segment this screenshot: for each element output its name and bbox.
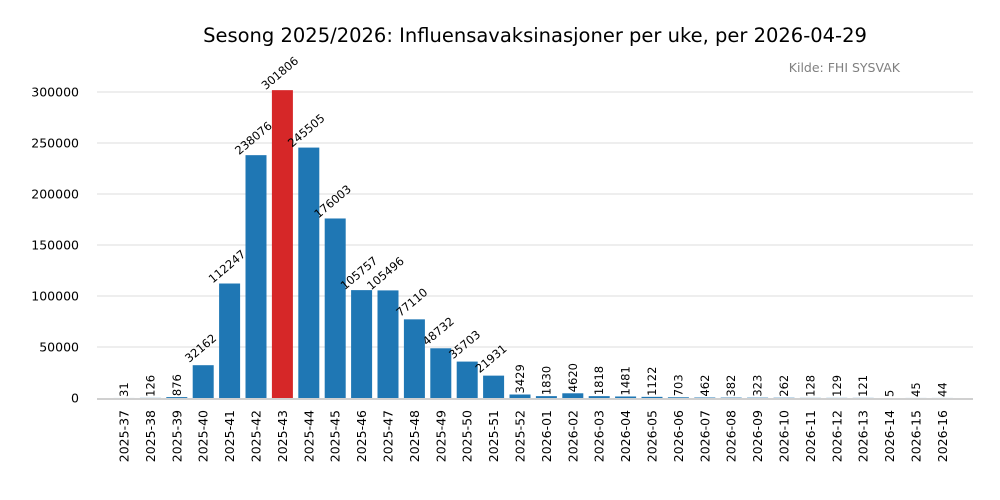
bar-2025-49 [430, 348, 452, 398]
x-tick-label: 2026-12 [829, 410, 844, 462]
bar-2025-48 [403, 319, 425, 398]
x-tick-label: 2026-01 [539, 410, 554, 462]
value-label: 48732 [420, 314, 457, 348]
value-label: 3429 [513, 364, 527, 393]
x-tick-label: 2026-03 [592, 410, 607, 462]
x-tick-label: 2026-06 [671, 410, 686, 462]
bar-2025-40 [192, 365, 214, 398]
value-label: 129 [830, 375, 844, 397]
x-tick-label: 2025-38 [143, 410, 158, 462]
gridlines [97, 91, 973, 348]
bar-2026-05 [641, 396, 663, 398]
x-tick-label: 2025-48 [407, 410, 422, 462]
y-tick-label: 200000 [31, 187, 79, 202]
bar-2026-03 [588, 396, 610, 398]
x-tick-label: 2025-41 [222, 410, 237, 462]
value-label: 1830 [539, 366, 553, 395]
bar-2026-01 [535, 396, 557, 398]
value-label: 128 [803, 375, 817, 397]
bar-2026-02 [562, 393, 584, 398]
bar-2025-45 [324, 218, 346, 398]
x-tick-label: 2025-49 [433, 410, 448, 462]
y-tick-label: 0 [71, 391, 79, 406]
value-label: 301806 [259, 54, 302, 93]
x-tick-label: 2026-08 [724, 410, 739, 462]
value-label: 45 [909, 382, 923, 397]
x-axis-ticks: 2025-37 2025-38 2025-39 2025-40 2025-41 2025-… [117, 410, 950, 462]
x-tick-label: 2025-50 [460, 410, 475, 462]
x-tick-label: 2026-14 [882, 410, 897, 462]
bar-2025-47 [377, 290, 399, 398]
y-axis-ticks: 0 50000 100000 150000 200000 250000 300000 [31, 85, 79, 406]
x-tick-label: 2025-51 [486, 410, 501, 462]
bar-2025-41 [219, 283, 241, 398]
chart-source: Kilde: FHI SYSVAK [788, 60, 900, 75]
value-label: 77110 [393, 285, 430, 319]
x-tick-label: 2026-11 [803, 410, 818, 462]
chart-title: Sesong 2025/2026: Influensavaksinasjoner… [203, 24, 867, 47]
value-label: 262 [777, 375, 791, 397]
value-label: 35703 [446, 327, 483, 361]
value-label: 703 [671, 374, 685, 396]
x-tick-label: 2025-52 [513, 410, 528, 462]
y-tick-label: 100000 [31, 289, 79, 304]
value-label: 32162 [182, 331, 219, 365]
value-label: 126 [143, 375, 157, 397]
x-tick-label: 2025-39 [169, 410, 184, 462]
value-label: 44 [935, 382, 949, 397]
value-label: 112247 [206, 247, 249, 286]
y-tick-label: 300000 [31, 85, 79, 100]
x-tick-label: 2026-07 [697, 410, 712, 462]
x-tick-label: 2026-15 [909, 410, 924, 462]
x-tick-label: 2026-05 [645, 410, 660, 462]
x-tick-label: 2025-40 [196, 410, 211, 462]
value-label: 4620 [566, 363, 580, 392]
value-label: 1122 [645, 367, 659, 396]
value-label: 876 [170, 374, 184, 396]
value-label: 1481 [619, 366, 633, 395]
y-tick-label: 250000 [31, 136, 79, 151]
value-label: 1818 [592, 366, 606, 395]
value-labels: 31 126 87632162112247238076301806245505176… [117, 54, 949, 397]
x-tick-label: 2025-42 [249, 410, 264, 462]
x-tick-label: 2025-44 [301, 410, 316, 462]
x-tick-label: 2026-10 [777, 410, 792, 462]
bar-2025-46 [351, 290, 373, 398]
bar-2025-43 [271, 90, 293, 398]
bar-2025-51 [483, 375, 505, 398]
bar-2026-06 [667, 397, 689, 398]
x-tick-label: 2025-46 [354, 410, 369, 462]
value-label: 462 [698, 375, 712, 397]
x-tick-label: 2025-47 [381, 410, 396, 462]
bars [113, 90, 953, 398]
bar-2026-04 [615, 396, 637, 398]
value-label: 31 [117, 382, 131, 397]
y-tick-label: 150000 [31, 238, 79, 253]
bar-2025-42 [245, 155, 267, 398]
value-label: 5 [883, 390, 897, 397]
x-tick-label: 2026-09 [750, 410, 765, 462]
value-label: 238076 [232, 119, 275, 158]
x-tick-label: 2026-04 [618, 410, 633, 462]
bar-2025-52 [509, 394, 531, 398]
bar-2025-50 [456, 361, 478, 398]
value-label: 382 [724, 375, 738, 397]
x-tick-label: 2026-13 [856, 410, 871, 462]
x-tick-label: 2026-16 [935, 410, 950, 462]
value-label: 323 [751, 375, 765, 397]
x-tick-label: 2025-43 [275, 410, 290, 462]
value-label: 121 [856, 375, 870, 397]
x-tick-label: 2025-37 [117, 410, 132, 462]
bar-2025-39 [166, 397, 188, 398]
x-tick-label: 2026-02 [565, 410, 580, 462]
x-tick-label: 2025-45 [328, 410, 343, 462]
bar-2025-44 [298, 147, 320, 398]
y-tick-label: 50000 [39, 340, 79, 355]
